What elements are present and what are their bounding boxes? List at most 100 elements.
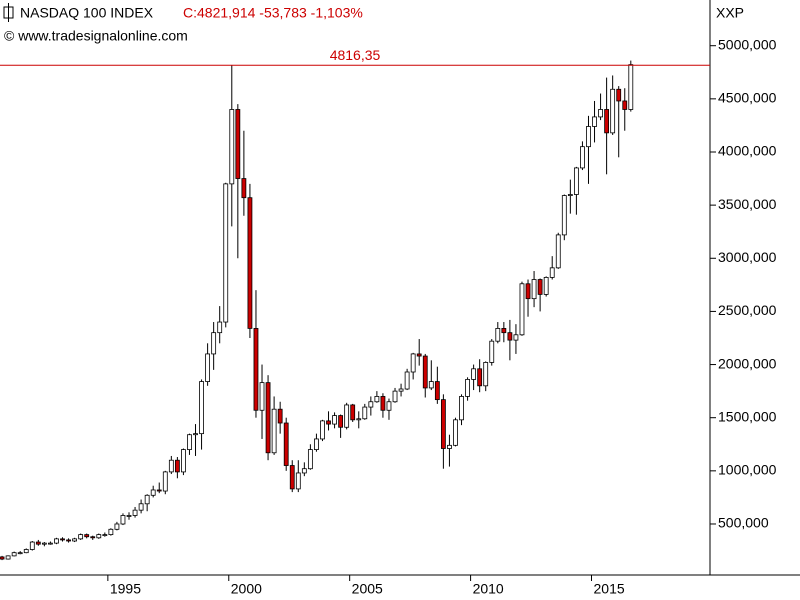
- y-tick-label: 4000,000: [718, 143, 777, 159]
- candle-body: [555, 234, 561, 269]
- candle-body: [162, 471, 168, 492]
- x-tick-label: 2015: [594, 581, 625, 597]
- y-tick-label: 5000,000: [718, 36, 777, 52]
- candle-body: [507, 332, 513, 341]
- chart-title: NASDAQ 100 INDEX: [20, 5, 154, 21]
- candle-body: [96, 534, 102, 539]
- candle-body: [362, 406, 368, 420]
- x-tick-label: 2000: [231, 581, 262, 597]
- candle-body: [622, 100, 628, 110]
- candle-body: [332, 415, 337, 425]
- candle-body: [168, 459, 174, 473]
- candle-body: [271, 408, 277, 454]
- candle-body: [543, 277, 549, 295]
- candle-body: [483, 362, 489, 387]
- candle-body: [289, 465, 295, 490]
- candle-body: [211, 332, 217, 355]
- candle-body: [35, 541, 41, 545]
- y-axis-label: XXP: [716, 5, 744, 21]
- y-tick-label: 4500,000: [718, 90, 777, 106]
- candle-body: [23, 549, 29, 554]
- candle-body: [253, 328, 259, 411]
- candle-body: [513, 334, 519, 341]
- candle-body: [138, 503, 144, 511]
- candle-body: [610, 88, 616, 134]
- candle-body: [495, 328, 501, 342]
- candle-body: [150, 489, 156, 496]
- candle-body: [48, 542, 53, 545]
- candle-body: [126, 515, 132, 517]
- candle-body: [422, 355, 428, 389]
- candle-body: [489, 340, 495, 363]
- candle-body: [320, 420, 325, 440]
- candle-body: [235, 109, 241, 179]
- candle-body: [338, 415, 344, 428]
- y-tick-label: 1000,000: [718, 462, 777, 478]
- y-tick-label: 500,000: [718, 515, 769, 531]
- candle-body: [459, 396, 464, 421]
- candle-body: [181, 449, 186, 473]
- candle-body: [84, 534, 90, 538]
- candle-body: [41, 542, 47, 545]
- candle-body: [440, 399, 446, 449]
- candle-body: [156, 489, 162, 492]
- candle-body: [283, 422, 289, 466]
- candle-body: [573, 167, 579, 195]
- candle-body: [66, 539, 71, 542]
- candle-body: [416, 353, 422, 357]
- candle-body: [368, 401, 374, 408]
- candle-body: [301, 468, 307, 474]
- candle-body: [386, 401, 392, 411]
- candle-body: [217, 321, 223, 334]
- candle-body: [598, 109, 603, 118]
- candle-body: [78, 534, 84, 540]
- y-tick-label: 2000,000: [718, 355, 777, 371]
- candle-body: [592, 116, 597, 127]
- candle-body: [223, 183, 229, 323]
- candle-body: [447, 444, 452, 449]
- candle-body: [259, 382, 265, 411]
- candle-body: [537, 279, 543, 295]
- candle-body: [501, 328, 507, 334]
- candle-body: [114, 523, 120, 530]
- y-tick-label: 3500,000: [718, 196, 777, 212]
- candle-body: [471, 368, 477, 380]
- candle-body: [90, 536, 96, 539]
- candle-body: [326, 420, 331, 425]
- reference-label: 4816,35: [330, 47, 381, 63]
- candle-body: [392, 390, 398, 403]
- candle-body: [434, 381, 440, 401]
- source: © www.tradesignalonline.com: [4, 28, 188, 44]
- candle-body: [428, 381, 434, 389]
- candle-body: [350, 404, 356, 421]
- candle-body: [0, 556, 5, 560]
- candle-body: [374, 396, 380, 403]
- candle-body: [410, 353, 416, 373]
- candle-body: [144, 494, 150, 505]
- candle-body: [72, 538, 78, 542]
- candle-body: [229, 109, 235, 185]
- candle-body: [561, 195, 567, 236]
- x-tick-label: 2005: [352, 581, 383, 597]
- candle-body: [241, 178, 247, 199]
- candle-body: [295, 472, 301, 490]
- candle-body: [604, 109, 610, 134]
- candle-body: [54, 538, 59, 544]
- candle-body: [465, 379, 470, 397]
- candle-body: [616, 88, 622, 102]
- candle-body: [102, 534, 108, 537]
- y-tick-label: 3000,000: [718, 249, 777, 265]
- chart-subtitle: C:4821,914 -53,783 -1,103%: [183, 5, 363, 21]
- candle-body: [11, 552, 17, 557]
- candle-body: [519, 283, 525, 336]
- candle-body: [628, 64, 634, 110]
- candle-body: [453, 419, 458, 446]
- candle-body: [567, 194, 573, 196]
- candle-body: [17, 552, 23, 555]
- candle-body: [586, 126, 591, 148]
- candle-body: [477, 368, 483, 387]
- candle-body: [356, 418, 362, 421]
- candle-body: [314, 438, 319, 450]
- candle-body: [199, 381, 204, 435]
